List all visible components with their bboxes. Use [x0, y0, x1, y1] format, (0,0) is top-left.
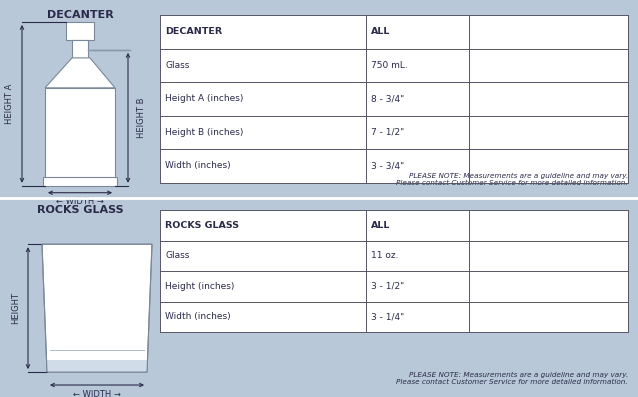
- Text: HEIGHT A: HEIGHT A: [6, 84, 15, 124]
- Text: Glass: Glass: [165, 61, 189, 70]
- Text: 7 - 1/2": 7 - 1/2": [371, 128, 404, 137]
- Text: Height (inches): Height (inches): [165, 282, 234, 291]
- Text: HEIGHT B: HEIGHT B: [138, 98, 147, 138]
- Bar: [160, 210, 628, 332]
- Text: DECANTER: DECANTER: [165, 27, 222, 36]
- Text: 3 - 1/2": 3 - 1/2": [371, 282, 404, 291]
- Bar: [66, 22, 94, 40]
- Text: ← WIDTH →: ← WIDTH →: [56, 197, 104, 206]
- Bar: [45, 88, 115, 178]
- Text: PLEASE NOTE: Measurements are a guideline and may vary.
Please contact Customer : PLEASE NOTE: Measurements are a guidelin…: [396, 372, 628, 385]
- Text: ALL: ALL: [371, 221, 390, 230]
- Bar: [160, 15, 628, 183]
- Text: Height B (inches): Height B (inches): [165, 128, 243, 137]
- Text: ALL: ALL: [371, 27, 390, 36]
- Text: ← WIDTH →: ← WIDTH →: [73, 389, 121, 397]
- Polygon shape: [45, 58, 115, 88]
- Bar: [43, 177, 117, 186]
- Polygon shape: [42, 244, 152, 372]
- Text: DECANTER: DECANTER: [47, 10, 114, 20]
- Text: Glass: Glass: [165, 251, 189, 260]
- Text: PLEASE NOTE: Measurements are a guideline and may vary.
Please contact Customer : PLEASE NOTE: Measurements are a guidelin…: [396, 173, 628, 186]
- Text: HEIGHT: HEIGHT: [11, 292, 20, 324]
- Polygon shape: [47, 360, 147, 372]
- Text: 750 mL.: 750 mL.: [371, 61, 408, 70]
- Text: 3 - 3/4": 3 - 3/4": [371, 162, 404, 170]
- Bar: [72, 40, 88, 58]
- Text: Width (inches): Width (inches): [165, 162, 230, 170]
- Text: 11 oz.: 11 oz.: [371, 251, 398, 260]
- Text: ROCKS GLASS: ROCKS GLASS: [165, 221, 239, 230]
- Text: Height A (inches): Height A (inches): [165, 94, 243, 103]
- Text: 8 - 3/4": 8 - 3/4": [371, 94, 404, 103]
- Text: ROCKS GLASS: ROCKS GLASS: [37, 205, 123, 215]
- Text: Width (inches): Width (inches): [165, 312, 230, 321]
- Text: 3 - 1/4": 3 - 1/4": [371, 312, 404, 321]
